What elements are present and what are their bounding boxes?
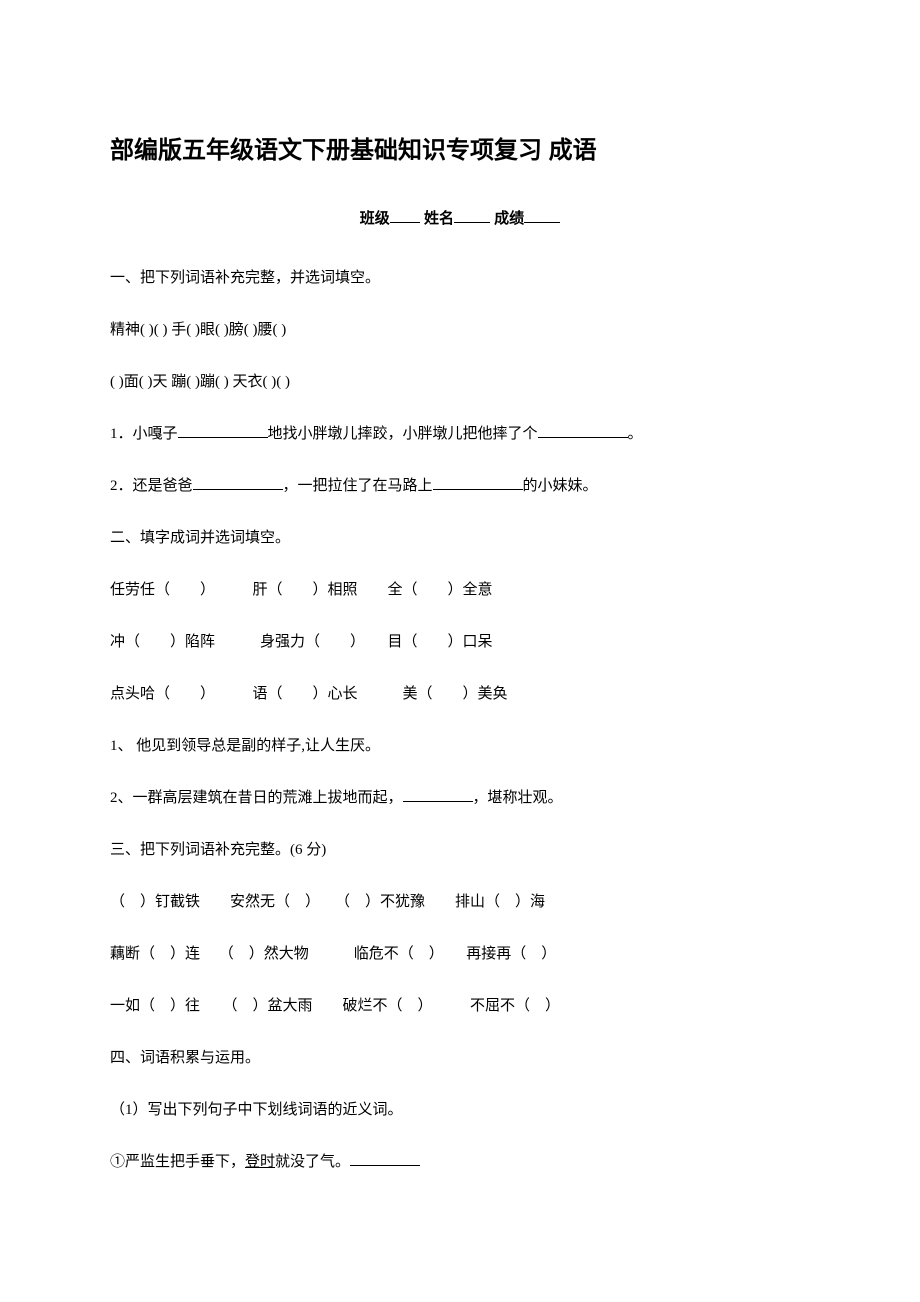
s4q1-underline: 登时 [245,1154,275,1170]
blank-field [433,475,523,490]
student-info-header: 班级 姓名 成绩 [110,207,810,228]
blank-field [178,423,268,438]
section3-line2: 藕断（ ）连 （ ）然大物 临危不（ ） 再接再（ ） [110,942,810,966]
section2-q2: 2、一群高层建筑在昔日的荒滩上拔地而起， ，堪称壮观。 [110,786,810,810]
blank-field [193,475,283,490]
score-label: 成绩 [494,210,524,227]
section2-q1: 1、 他见到领导总是副的样子,让人生厌。 [110,734,810,758]
section1-q2: 2．还是爸爸 ，一把拉住了在马路上 的小妹妹。 [110,474,810,498]
section2-line3: 点头哈（ ） 语（ ）心长 美（ ）美奂 [110,682,810,706]
section1-line2: ( )面( )天 蹦( )蹦( ) 天衣( )( ) [110,370,810,394]
section1-q1: 1．小嘎子 地找小胖墩儿摔跤，小胖墩儿把他摔了个 。 [110,422,810,446]
s2q2-prefix: 2、一群高层建筑在昔日的荒滩上拔地而起， [110,790,403,806]
s4q1-suffix: 就没了气。 [275,1154,350,1170]
section2-heading: 二、填字成词并选词填空。 [110,526,810,550]
section4-q1: ①严监生把手垂下，登时就没了气。 [110,1150,810,1174]
section2-line1: 任劳任（ ） 肝（ ）相照 全（ ）全意 [110,578,810,602]
name-label: 姓名 [424,210,454,227]
blank-field [403,787,473,802]
blank-field [538,423,628,438]
section3-line1: （ ）钉截铁 安然无（ ） （ ）不犹豫 排山（ ）海 [110,890,810,914]
score-blank [524,208,560,223]
section1-heading: 一、把下列词语补充完整，并选词填空。 [110,266,810,290]
section3-heading: 三、把下列词语补充完整。(6 分) [110,838,810,862]
s4q1-prefix: ①严监生把手垂下， [110,1154,245,1170]
section3-line3: 一如（ ）往 （ ）盆大雨 破烂不（ ） 不屈不（ ） [110,994,810,1018]
name-blank [454,208,490,223]
document-title: 部编版五年级语文下册基础知识专项复习 成语 [110,130,810,165]
class-label: 班级 [360,210,390,227]
section2-line2: 冲（ ）陷阵 身强力（ ） 目（ ）口呆 [110,630,810,654]
class-blank [390,208,420,223]
s2q2-suffix: ，堪称壮观。 [473,790,563,806]
s1q1-mid: 地找小胖墩儿摔跤，小胖墩儿把他摔了个 [268,426,538,442]
s1q1-prefix: 1．小嘎子 [110,426,178,442]
section4-heading: 四、词语积累与运用。 [110,1046,810,1070]
s1q2-mid: ，一把拉住了在马路上 [283,478,433,494]
s1q1-suffix: 。 [628,426,643,442]
s1q2-suffix: 的小妹妹。 [523,478,598,494]
section1-line1: 精神( )( ) 手( )眼( )膀( )腰( ) [110,318,810,342]
s1q2-prefix: 2．还是爸爸 [110,478,193,494]
section4-sub1: （1）写出下列句子中下划线词语的近义词。 [110,1098,810,1122]
blank-field [350,1151,420,1166]
